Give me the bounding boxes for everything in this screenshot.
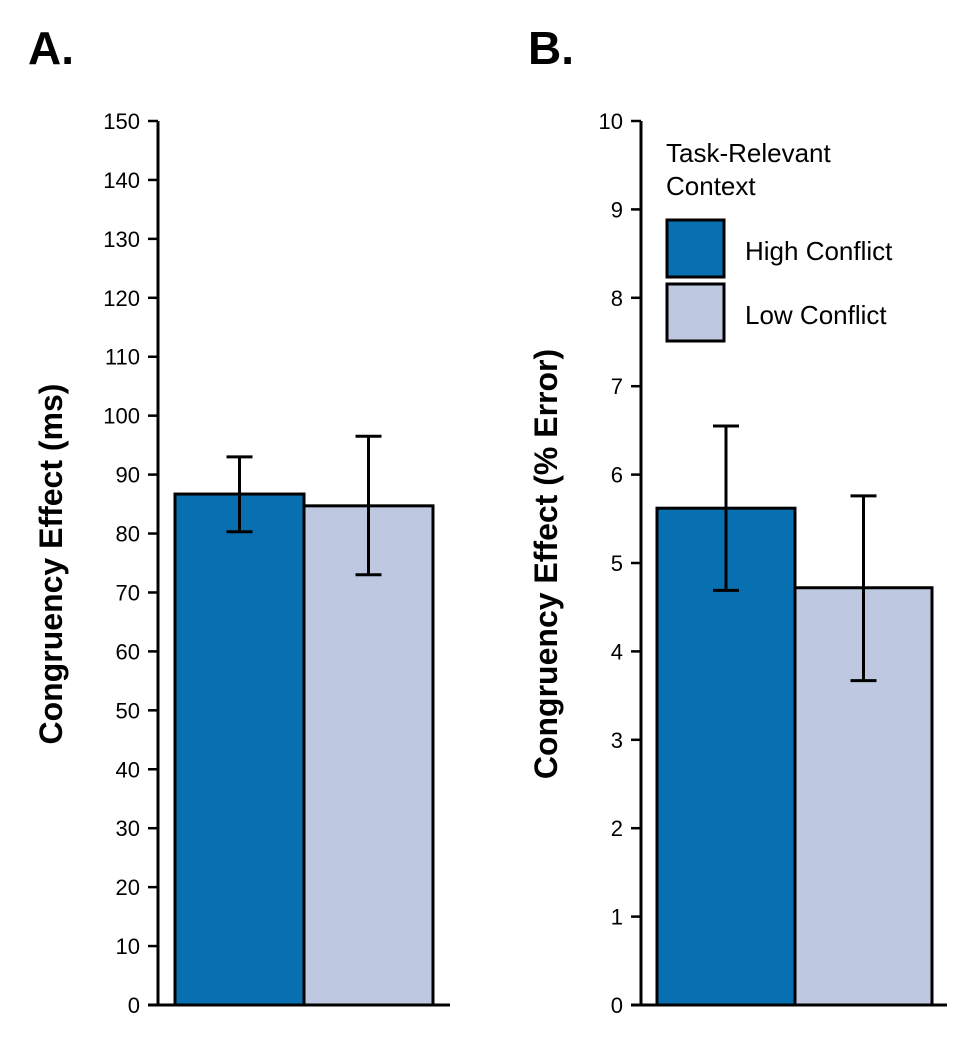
panel-b-y-ticks: 0 1 2 3 4 5 6 7 8 9 10 xyxy=(599,109,641,1018)
y-tick-label: 6 xyxy=(611,463,623,488)
y-tick-label: 140 xyxy=(103,168,140,193)
legend-label-high-conflict: High Conflict xyxy=(745,236,893,266)
bar-high-conflict xyxy=(173,492,306,1007)
legend-title-line1: Task-Relevant xyxy=(666,138,832,168)
y-tick-label: 7 xyxy=(611,374,623,399)
y-tick-label: 4 xyxy=(611,639,623,664)
legend: Task-Relevant Context High Conflict Low … xyxy=(665,138,893,343)
y-tick-label: 3 xyxy=(611,728,623,753)
legend-label-low-conflict: Low Conflict xyxy=(745,300,887,330)
panel-b-bars xyxy=(655,506,934,1007)
y-tick-label: 50 xyxy=(116,698,140,723)
panel-a-axes xyxy=(148,121,450,1007)
y-tick-label: 8 xyxy=(611,286,623,311)
y-tick-label: 110 xyxy=(105,345,140,370)
legend-title-line2: Context xyxy=(666,171,756,201)
panel-a-chart: A. Congruency Effect (ms) 0 10 20 30 40 50 60 7… xyxy=(28,22,450,1018)
y-tick-label: 1 xyxy=(611,905,623,930)
y-tick-label: 150 xyxy=(103,109,140,134)
y-tick-label: 10 xyxy=(116,934,140,959)
y-tick-label: 80 xyxy=(116,522,140,547)
y-tick-label: 30 xyxy=(116,816,140,841)
y-tick-label: 0 xyxy=(611,993,623,1018)
panel-a-bars xyxy=(173,492,435,1007)
panel-b-chart: B. Congruency Effect (% Error) 0 1 2 3 4 5 6 7 8… xyxy=(528,22,947,1018)
y-tick-label: 120 xyxy=(103,286,140,311)
y-tick-label: 60 xyxy=(116,639,140,664)
panel-b-letter: B. xyxy=(528,22,574,74)
y-tick-label: 5 xyxy=(611,551,623,576)
panel-a-y-ticks: 0 10 20 30 40 50 60 70 80 90 100 110 120 130 140 150 xyxy=(103,109,158,1018)
y-tick-label: 70 xyxy=(116,580,140,605)
panel-a-letter: A. xyxy=(28,22,74,74)
y-tick-label: 0 xyxy=(128,993,140,1018)
panel-b-axes xyxy=(631,121,947,1007)
panel-b-error-bars xyxy=(713,424,877,683)
y-tick-label: 10 xyxy=(599,109,623,134)
y-tick-label: 100 xyxy=(103,404,140,429)
panel-a-y-axis-title: Congruency Effect (ms) xyxy=(33,384,69,745)
legend-swatch-high-conflict xyxy=(665,218,726,279)
panel-a-error-bars xyxy=(226,434,382,577)
y-tick-label: 90 xyxy=(116,463,140,488)
y-tick-label: 130 xyxy=(103,227,140,252)
y-tick-label: 2 xyxy=(611,816,623,841)
bar-low-conflict xyxy=(302,504,435,1007)
y-tick-label: 9 xyxy=(611,197,623,222)
y-tick-label: 40 xyxy=(116,757,140,782)
legend-swatch-low-conflict xyxy=(665,282,726,343)
y-tick-label: 20 xyxy=(116,875,140,900)
panel-b-y-axis-title: Congruency Effect (% Error) xyxy=(528,349,564,779)
